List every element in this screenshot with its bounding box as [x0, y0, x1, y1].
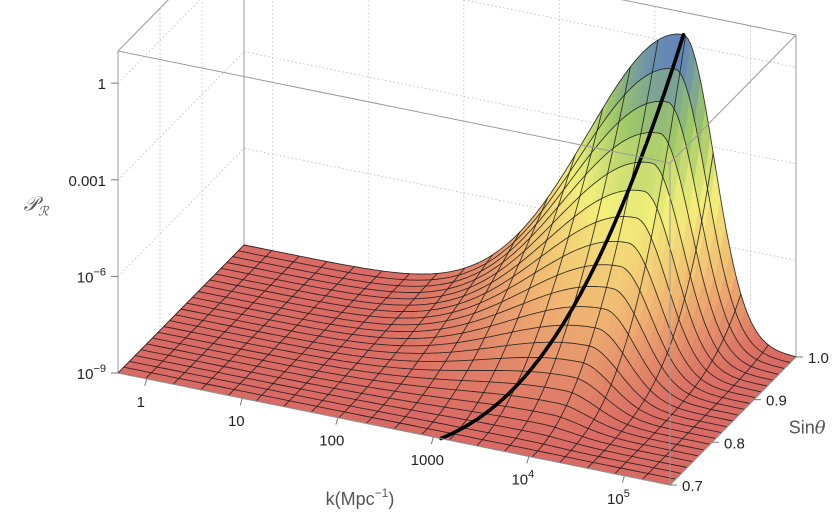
box-edge: [117, 0, 169, 52]
mesh-line-k: [283, 273, 410, 407]
x-tick-mark: [239, 398, 243, 406]
mesh-line-k: [117, 244, 245, 374]
mesh-line-k: [559, 35, 687, 463]
mesh-line-k: [228, 266, 355, 396]
x-tick-mark: [430, 436, 434, 445]
box-edge: [117, 372, 671, 486]
mesh-line-k: [310, 273, 438, 413]
x-tick-label: 100: [319, 433, 344, 450]
box-edge: [620, 0, 797, 36]
mesh-line-k: [255, 270, 383, 402]
x-tick-label: 1000: [411, 452, 444, 469]
box-edge: [117, 50, 671, 164]
z-tick-label: 0.001: [68, 173, 106, 190]
mesh-line-k: [200, 261, 328, 391]
x-tick-mark: [335, 417, 339, 425]
z-tick-label: 10−6: [77, 266, 106, 286]
x-tick-mark: [526, 456, 530, 464]
axis-labels: k(Mpc−1) Sinθ 𝒫ℛ: [24, 191, 826, 509]
y-tick-label: 0.9: [766, 393, 787, 410]
box-edge: [669, 34, 797, 164]
mesh-line-k: [366, 254, 493, 424]
mesh-line-k: [476, 108, 604, 447]
x-tick-mark: [621, 475, 625, 483]
x-tick-mark: [144, 378, 148, 386]
y-tick-label: 0.7: [682, 478, 703, 495]
surface-mesh: [117, 33, 797, 486]
highlighted-curve-line: [439, 32, 686, 441]
y-axis-title: Sinθ: [789, 417, 826, 438]
x-tick-label: 1: [137, 394, 145, 411]
mesh-line-k: [172, 255, 300, 385]
z-tick-label: 10−9: [77, 363, 106, 383]
x-axis-title: k(Mpc−1): [326, 486, 395, 509]
mesh-line-k: [531, 40, 659, 458]
mesh-line-k: [642, 344, 769, 480]
mesh-line-k: [614, 293, 742, 475]
mesh-line-k: [448, 154, 576, 441]
x-tick-label: 104: [511, 468, 534, 488]
axis-ticks: 1 10 100 1000 104 105 0.7 0.8 0.9 1.0 10−9 10−6 0.00…: [68, 76, 828, 508]
mesh-line-k: [421, 197, 549, 435]
x-tick-label: 10: [228, 413, 245, 430]
mesh-line-k: [338, 267, 466, 419]
bounding-box-front: [117, 34, 797, 486]
mesh-line-k: [393, 231, 521, 430]
z-axis-title: 𝒫ℛ: [24, 191, 50, 219]
y-tick-label: 1.0: [808, 350, 829, 367]
mesh-line-k: [145, 250, 272, 379]
mesh-line-k: [586, 153, 714, 469]
y-tick-label: 0.8: [724, 435, 745, 452]
highlighted-curve: [439, 32, 686, 441]
mesh-line-k: [504, 66, 631, 452]
z-tick-label: 1: [98, 76, 106, 93]
x-tick-label: 105: [607, 488, 630, 508]
box-edge: [669, 356, 797, 486]
